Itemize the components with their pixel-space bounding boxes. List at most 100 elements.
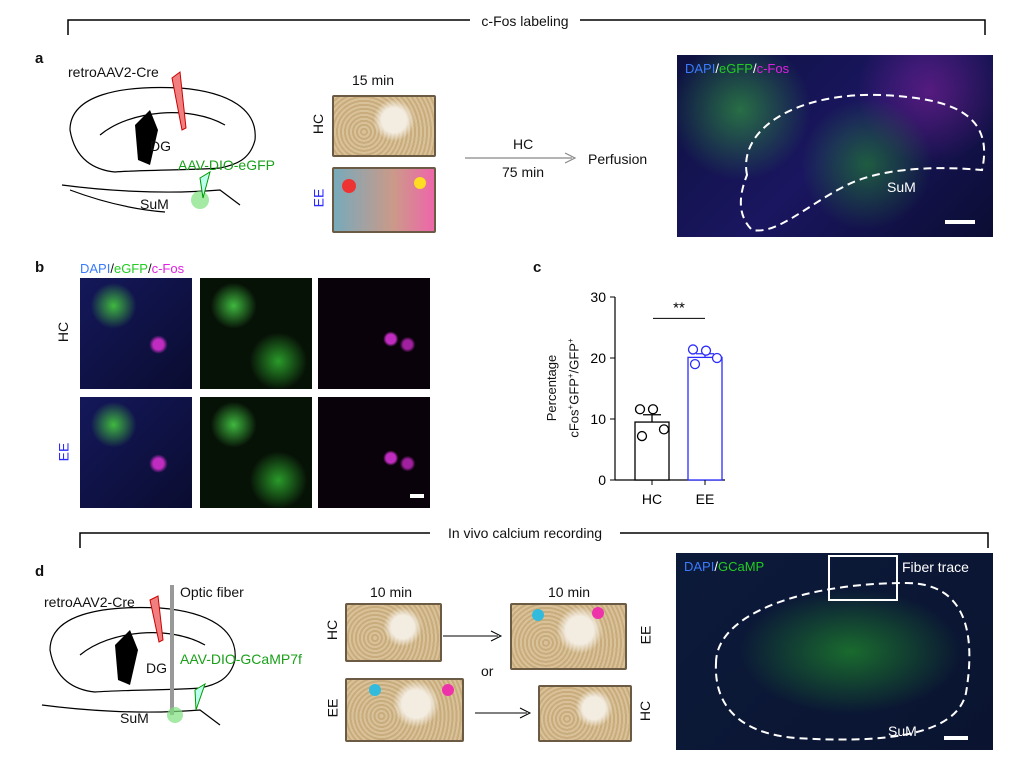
x-tick-label: HC [642, 491, 662, 507]
x-tick-label: EE [696, 491, 715, 507]
section-bracket-top [67, 19, 986, 35]
y-axis-label-1: Percentage [544, 354, 559, 422]
micrograph-a: DAPI/eGFP/c-Fos SuM [677, 55, 993, 237]
row-label-hc: HC [310, 113, 327, 135]
virus-label: retroAAV2-Cre [68, 64, 159, 80]
y-tick-label: 30 [590, 289, 606, 305]
time-label-2: 10 min [548, 584, 591, 600]
dg-shape-d [115, 630, 138, 685]
stain-egfp: eGFP [113, 261, 148, 276]
panel-label-a: a [35, 50, 44, 67]
brain-sketch-a [61, 86, 256, 213]
stain-dapi: DAPI [685, 61, 716, 76]
row-label-ee: EE [310, 188, 327, 208]
cage-photo-hc-1 [345, 603, 442, 662]
region-outline [739, 93, 986, 232]
brain-sketch-d [41, 606, 236, 726]
toy-ball [414, 177, 426, 189]
virus-label-green: AAV-DIO-eGFP [178, 157, 275, 173]
sep: / [752, 61, 757, 76]
virus-label-d: retroAAV2-Cre [44, 594, 135, 610]
sep: / [715, 61, 719, 76]
cage-label-ee-2: EE [324, 698, 341, 718]
cage-photo-hc [332, 95, 436, 157]
stain-dapi: DAPI [684, 559, 715, 574]
region-label-sum-d: SuM [120, 710, 149, 726]
stain-cfos: c-Fos [151, 261, 185, 276]
data-point [636, 430, 648, 442]
section-title-calcium: In vivo calcium recording [447, 525, 603, 541]
arrow-d-bottom [475, 707, 532, 719]
sep: / [147, 261, 152, 276]
cage-photo-ee-2 [345, 678, 464, 742]
arrow-bottom-label: 75 min [502, 164, 545, 180]
y-tick-label: 0 [598, 472, 606, 488]
micrograph-d: DAPI/GCaMP Fiber trace SuM [676, 553, 993, 750]
cage-photo-ee [332, 167, 436, 233]
bar-chart: 0 10 20 30 HC EE ** [590, 289, 725, 507]
cage-label-hc-2: HC [637, 700, 654, 722]
micrograph-ee-cfos [318, 397, 430, 508]
data-point [658, 424, 670, 435]
panel-label-d: d [35, 563, 45, 580]
stain-legend: DAPI/eGFP/c-Fos [685, 61, 789, 76]
region-label-dg: DG [150, 138, 171, 154]
panel-label-c: c [533, 259, 542, 276]
data-point [647, 404, 659, 415]
significance-label: ** [673, 299, 685, 316]
row-label-hc-b: HC [55, 321, 72, 343]
dg-shape [135, 110, 158, 165]
sep: / [714, 559, 718, 574]
cage-label-ee-1: EE [637, 625, 654, 645]
bar-ee [687, 356, 723, 481]
toy-ball [342, 179, 356, 193]
section-bracket-bottom [79, 532, 989, 548]
arrow-d-top [443, 630, 503, 642]
endpoint-label: Perfusion [588, 151, 648, 167]
data-point [700, 345, 712, 356]
y-axis-label-2: cFos+GFP+/GFP+ [566, 338, 582, 438]
y-tick-label: 10 [590, 411, 606, 427]
cage-photo-ee-1 [510, 603, 627, 670]
injection-site-green [191, 191, 209, 209]
injection-needle-red-d [149, 595, 164, 643]
row-label-ee-b: EE [55, 442, 72, 462]
virus-label-green-d: AAV-DIO-GCaMP7f [180, 651, 302, 667]
scale-bar [410, 494, 424, 498]
time-label-1: 10 min [370, 584, 413, 600]
toy-ball [442, 684, 454, 696]
section-title-cfos: c-Fos labeling [481, 13, 569, 29]
stain-cfos: c-Fos [756, 61, 790, 76]
time-label: 15 min [352, 72, 395, 88]
or-label: or [481, 663, 494, 679]
panel-label-b: b [35, 259, 45, 276]
sep: / [110, 261, 114, 276]
micrograph-hc-egfp [200, 278, 312, 389]
region-label-sum: SuM [140, 196, 169, 212]
optic-fiber-label: Optic fiber [180, 584, 244, 600]
toy-ball [532, 609, 544, 621]
cage-photo-hc-2 [538, 685, 632, 742]
data-point [689, 358, 701, 370]
stain-legend-b: DAPI/eGFP/c-Fos [80, 261, 184, 276]
stain-egfp: eGFP [718, 61, 753, 76]
data-point [711, 352, 723, 364]
stain-gcamp: GCaMP [717, 559, 765, 574]
injection-needle-red [171, 71, 187, 131]
data-point [687, 344, 699, 355]
region-label: SuM [887, 179, 916, 195]
injection-needle-green [199, 170, 211, 199]
fiber-trace-box [828, 555, 898, 601]
stain-dapi: DAPI [80, 261, 111, 276]
data-point [634, 404, 646, 415]
cage-label-hc-1: HC [324, 619, 341, 641]
toy-ball [369, 684, 381, 696]
region-label-dg-d: DG [146, 660, 167, 676]
micrograph-ee-egfp [200, 397, 312, 508]
y-tick-label: 20 [590, 350, 606, 366]
region-outline-d [714, 581, 971, 741]
micrograph-ee-merge [80, 397, 192, 508]
arrow-top-label: HC [513, 136, 534, 152]
region-label-d: SuM [888, 723, 917, 739]
